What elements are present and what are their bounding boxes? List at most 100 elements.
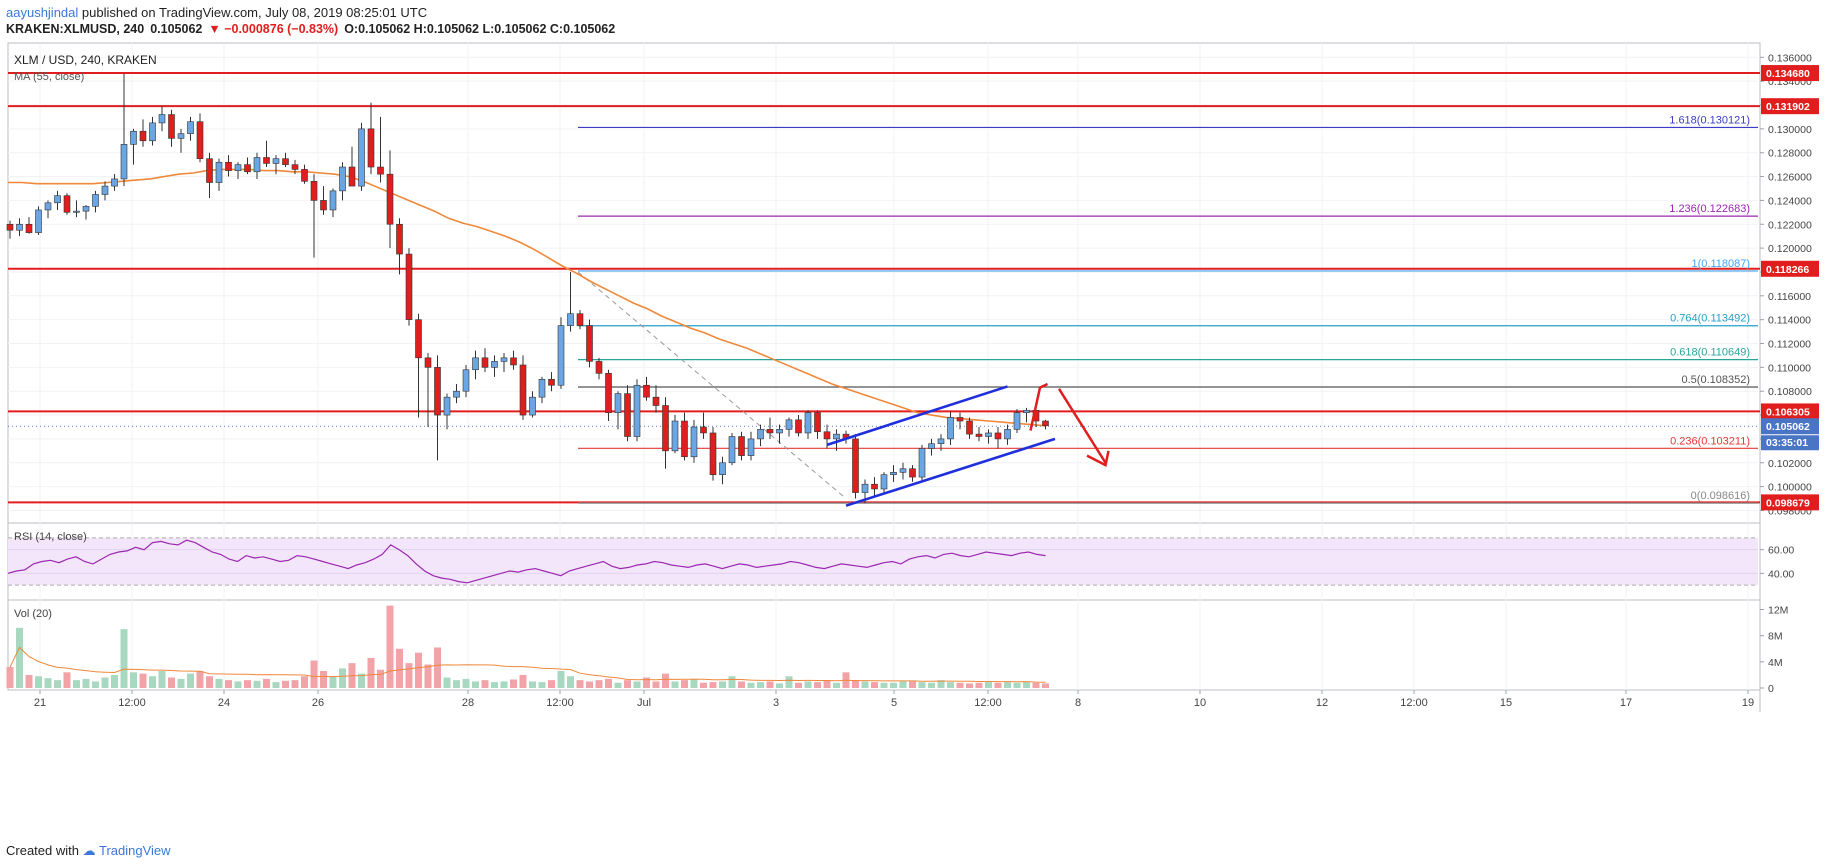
- volume-tick-label: 8M: [1768, 631, 1783, 643]
- author-link[interactable]: aayushjindal: [6, 5, 79, 20]
- volume-bar: [1013, 682, 1021, 688]
- symbol-label: KRAKEN:XLMUSD, 240: [6, 22, 145, 36]
- volume-bar: [671, 681, 679, 688]
- candle-body: [272, 158, 280, 164]
- candle-body: [956, 417, 964, 422]
- candle-body: [120, 144, 128, 180]
- volume-bar: [215, 678, 223, 688]
- volume-bar: [206, 676, 213, 688]
- volume-bar: [880, 682, 888, 688]
- candle-body: [567, 313, 574, 326]
- chart-header: aayushjindal published on TradingView.co…: [6, 4, 621, 38]
- volume-bar: [472, 681, 479, 688]
- candle-body: [253, 157, 261, 173]
- rsi-tick-label: 60.00: [1768, 545, 1794, 557]
- candle-body: [966, 420, 973, 435]
- candle-body: [633, 384, 641, 437]
- fib-level-label: 1(0.118087): [1691, 258, 1750, 270]
- volume-bar: [766, 681, 774, 688]
- rsi-line: [7, 539, 1046, 584]
- candle-body: [681, 420, 688, 458]
- change-label: ▼ −0.000876 (−0.83%): [208, 22, 339, 36]
- candle-body: [177, 133, 185, 139]
- candle-body: [928, 443, 935, 449]
- volume-bar: [405, 663, 413, 688]
- candle-body: [367, 128, 375, 168]
- level-price-label: 0.118266: [1766, 264, 1809, 276]
- level-price-label: 0.106305: [1766, 406, 1810, 418]
- volume-bar: [6, 667, 14, 688]
- volume-bar: [1032, 682, 1040, 688]
- volume-bar: [804, 681, 812, 688]
- candle-body: [747, 438, 755, 456]
- volume-bar: [557, 671, 565, 688]
- candle-body: [529, 396, 536, 416]
- volume-bar: [301, 676, 308, 688]
- candle-body: [35, 209, 42, 233]
- volume-bar: [909, 681, 916, 688]
- y-tick-label: 0.110000: [1768, 362, 1811, 374]
- countdown-label: 03:35:01: [1766, 437, 1808, 449]
- last-price-tag: [1761, 418, 1819, 435]
- candle-body: [852, 438, 859, 493]
- candle-body: [1004, 429, 1011, 440]
- candle-body: [994, 432, 1002, 440]
- volume-bar: [576, 680, 584, 688]
- volume-bar: [852, 680, 859, 688]
- candle-body: [196, 121, 204, 159]
- level-price-tag: [1761, 98, 1819, 115]
- volume-bar: [1004, 682, 1011, 688]
- candle-body: [282, 158, 289, 165]
- x-tick-label: 12:00: [1400, 697, 1428, 709]
- candle-body: [92, 194, 99, 207]
- drop-arrow-shaft: [1057, 388, 1107, 464]
- y-tick-label: 0.130000: [1768, 124, 1812, 136]
- candle-body: [624, 393, 631, 437]
- level-price-label: 0.131902: [1766, 101, 1810, 113]
- volume-bar: [130, 672, 137, 688]
- volume-bar: [624, 680, 631, 688]
- volume-bar: [595, 680, 603, 688]
- volume-bar: [785, 676, 793, 688]
- candle-body: [1013, 412, 1021, 430]
- volume-bar: [871, 682, 878, 688]
- candle-body: [1023, 409, 1030, 413]
- channel-lower-line: [845, 437, 1056, 507]
- volume-bar: [415, 652, 422, 688]
- volume-bar: [538, 682, 546, 688]
- candle-body: [25, 223, 33, 233]
- volume-bar: [462, 678, 470, 688]
- candle-body: [82, 206, 90, 212]
- candle-body: [187, 121, 194, 134]
- candle-body: [643, 384, 650, 398]
- volume-bar: [605, 678, 612, 688]
- volume-bar: [994, 682, 1002, 688]
- y-tick-label: 0.126000: [1768, 172, 1812, 184]
- volume-bar: [975, 682, 983, 688]
- x-tick-label: 19: [1742, 697, 1754, 709]
- volume-tick-label: 0: [1768, 683, 1774, 695]
- candle-body: [690, 426, 698, 458]
- candle-body: [168, 114, 175, 139]
- candle-body: [139, 130, 147, 142]
- volume-bar: [263, 678, 270, 688]
- candle-body: [728, 436, 736, 464]
- volume-bar: [1042, 683, 1049, 688]
- x-tick-label: 3: [773, 697, 779, 709]
- volume-bar: [937, 680, 945, 688]
- volume-bar: [149, 676, 156, 688]
- candle-body: [1042, 420, 1049, 427]
- tradingview-link[interactable]: TradingView: [99, 843, 171, 858]
- x-tick-label: 21: [34, 697, 46, 709]
- volume-bar: [985, 682, 992, 688]
- candle-body: [985, 432, 992, 437]
- candle-body: [386, 173, 394, 225]
- y-tick-label: 0.100000: [1768, 482, 1812, 494]
- volume-bar: [500, 681, 508, 688]
- volume-bar: [491, 682, 498, 688]
- candle-body: [310, 181, 318, 201]
- candle-body: [111, 178, 118, 187]
- candle-body: [396, 223, 403, 255]
- candle-body: [244, 164, 251, 173]
